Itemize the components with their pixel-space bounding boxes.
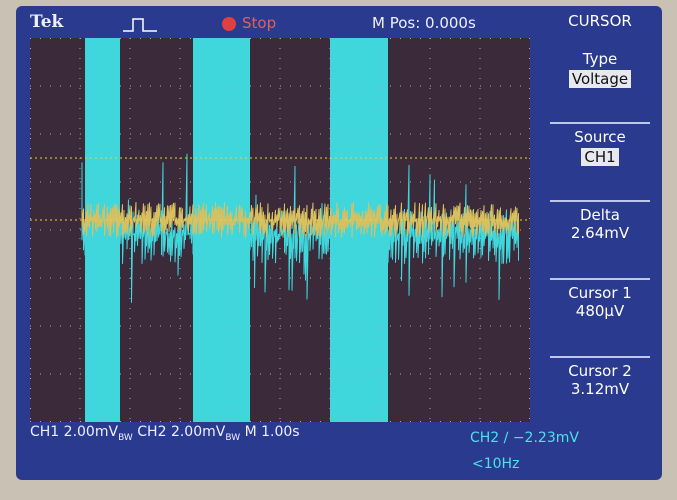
menu-value: Voltage — [568, 70, 632, 88]
ch1-trace — [81, 202, 519, 238]
position: M Pos: 0.000s — [372, 14, 476, 32]
menu-item[interactable]: Cursor 1 480µV — [546, 284, 654, 320]
graticule — [30, 38, 530, 422]
trigger: CH2 ∕ −2.23mV — [470, 430, 579, 446]
separator — [550, 122, 650, 124]
frequency: <10Hz — [472, 456, 520, 472]
brand: Tek — [30, 12, 64, 32]
menu-label: Cursor 2 — [568, 362, 632, 380]
ch2-scale: 2.00mV — [170, 424, 226, 440]
footer-ch1: CH1 2.00mVBW CH2 2.00mVBW M 1.00s — [30, 424, 300, 443]
ch1-scale: 2.00mV — [63, 424, 119, 440]
ch2-bw: BW — [225, 432, 241, 443]
separator — [550, 200, 650, 202]
menu-value: 2.64mV — [570, 224, 630, 242]
stop-icon — [222, 17, 236, 31]
menu-item[interactable]: Delta 2.64mV — [546, 206, 654, 242]
separator — [550, 278, 650, 280]
separator — [550, 356, 650, 358]
ch2: CH2 — [137, 424, 167, 440]
menu-label: Cursor 1 — [568, 284, 632, 302]
menu-value: CH1 — [581, 148, 619, 166]
menu-label: Delta — [579, 206, 621, 224]
scope-screen: Tek Stop M Pos: 0.000s CURSOR Type Voltag… — [16, 6, 662, 480]
menu-label: Source — [574, 128, 626, 146]
menu-item[interactable]: Cursor 2 3.12mV — [546, 362, 654, 398]
menu-item[interactable]: Source CH1 — [546, 128, 654, 166]
time-scale: M 1.00s — [244, 424, 300, 440]
trigger-icon — [123, 18, 157, 32]
menu-title: CURSOR — [568, 12, 632, 30]
menu-label: Type — [582, 50, 618, 68]
ch1-bw: BW — [118, 432, 133, 443]
menu-value: 480µV — [575, 302, 625, 320]
menu-item[interactable]: Type Voltage — [546, 50, 654, 88]
ch1: CH1 — [30, 424, 60, 440]
status: Stop — [242, 14, 277, 32]
menu-value: 3.12mV — [570, 380, 630, 398]
